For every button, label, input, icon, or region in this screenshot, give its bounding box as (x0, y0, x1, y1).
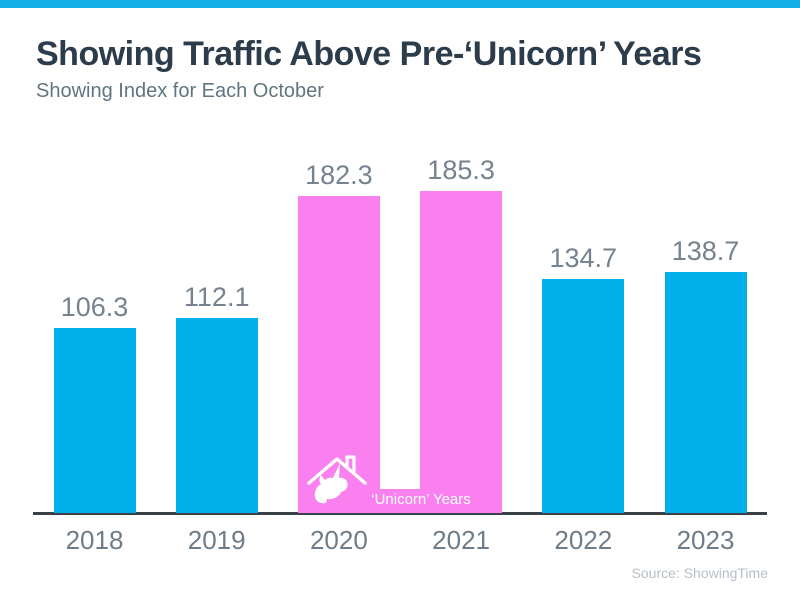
value-label-2022: 134.7 (549, 243, 618, 273)
bar-2021 (420, 191, 503, 513)
x-tick-label-2023: 2023 (676, 525, 735, 555)
bar-2018 (53, 328, 136, 513)
bar-2023 (664, 272, 747, 513)
chart-title: Showing Traffic Above Pre-‘Unicorn’ Year… (36, 35, 702, 73)
x-tick-label-2019: 2019 (187, 525, 246, 555)
x-tick-label-2022: 2022 (554, 525, 613, 555)
x-tick-label-2021: 2021 (432, 525, 491, 555)
top-accent-bar (0, 0, 800, 8)
x-axis-line (33, 512, 767, 515)
value-label-2018: 106.3 (60, 292, 129, 322)
value-label-2021: 185.3 (427, 155, 495, 185)
source-note: Source: ShowingTime (631, 565, 768, 581)
chart-subtitle: Showing Index for Each October (36, 80, 324, 102)
bar-2022 (542, 279, 625, 513)
value-label-2019: 112.1 (183, 282, 250, 312)
x-tick-label-2018: 2018 (65, 525, 124, 555)
bar-2019 (175, 318, 258, 513)
value-label-2023: 138.7 (671, 236, 740, 266)
unicorn-house-icon (307, 455, 367, 504)
unicorn-band-label: ‘Unicorn’ Years (371, 491, 471, 508)
value-label-2020: 182.3 (305, 160, 373, 190)
x-tick-label-2020: 2020 (309, 525, 368, 555)
